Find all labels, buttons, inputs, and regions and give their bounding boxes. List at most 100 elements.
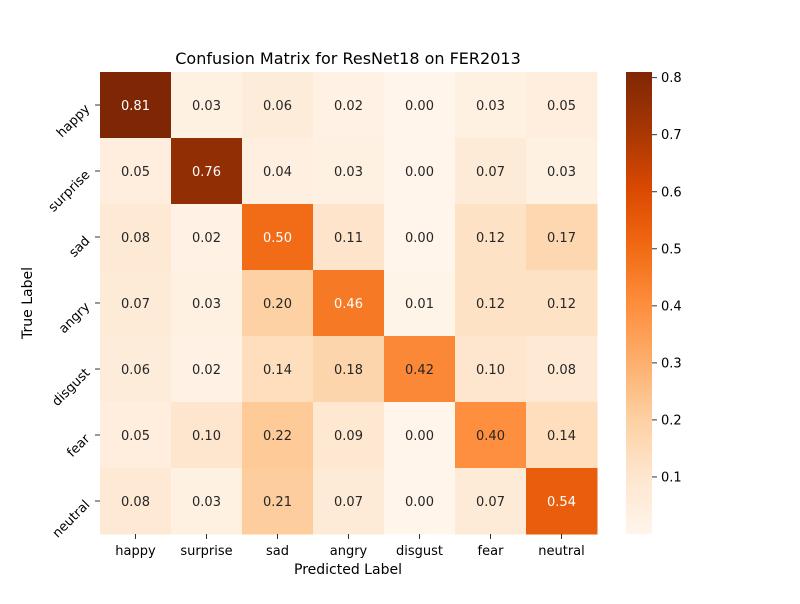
cell-label-3-1: 0.03 [192, 297, 221, 312]
x-tick-label-happy: happy [115, 544, 156, 559]
heatmap-cell-6-5 [455, 468, 527, 535]
cell-label-4-0: 0.06 [121, 363, 150, 378]
x-tick-label-neutral: neutral [538, 544, 585, 559]
cell-label-0-0: 0.81 [121, 99, 150, 114]
heatmap-cell-5-0 [100, 402, 172, 469]
heatmap-cell-4-4 [384, 336, 456, 403]
cell-label-1-1: 0.76 [192, 165, 221, 180]
cell-label-5-5: 0.40 [476, 429, 505, 444]
heatmap-cell-6-1 [171, 468, 243, 535]
heatmap-cell-4-2 [242, 336, 314, 403]
cell-label-5-2: 0.22 [263, 429, 292, 444]
heatmap-cell-5-5 [455, 402, 527, 469]
x-tick-label-angry: angry [330, 544, 368, 559]
cell-label-4-5: 0.10 [476, 363, 505, 378]
heatmap-cell-4-1 [171, 336, 243, 403]
heatmap-cell-6-4 [384, 468, 456, 535]
cell-label-5-4: 0.00 [405, 429, 434, 444]
heatmap-cell-2-5 [455, 204, 527, 271]
colorbar-tick-label-0: 0.1 [661, 470, 682, 485]
heatmap-cell-3-6 [526, 270, 598, 337]
heatmap-cell-0-2 [242, 72, 314, 139]
x-tick-label-fear: fear [478, 544, 505, 559]
x-tick-label-disgust: disgust [396, 544, 443, 559]
cell-label-4-6: 0.08 [547, 363, 576, 378]
heatmap-cell-1-0 [100, 138, 172, 205]
x-tick-label-surprise: surprise [180, 544, 232, 559]
cell-label-6-4: 0.00 [405, 495, 434, 510]
heatmap-cell-3-2 [242, 270, 314, 337]
heatmap-cell-3-1 [171, 270, 243, 337]
heatmap-cell-3-3 [313, 270, 385, 337]
heatmap-cell-0-5 [455, 72, 527, 139]
heatmap-cell-6-2 [242, 468, 314, 535]
cell-label-0-2: 0.06 [263, 99, 292, 114]
cell-label-0-4: 0.00 [405, 99, 434, 114]
cell-label-1-0: 0.05 [121, 165, 150, 180]
chart-title: Confusion Matrix for ResNet18 on FER2013 [175, 49, 521, 68]
heatmap-cell-1-2 [242, 138, 314, 205]
cell-label-3-6: 0.12 [547, 297, 576, 312]
heatmap-cell-4-5 [455, 336, 527, 403]
cell-label-3-2: 0.20 [263, 297, 292, 312]
heatmap-cell-5-4 [384, 402, 456, 469]
heatmap-cell-1-5 [455, 138, 527, 205]
cell-label-5-0: 0.05 [121, 429, 150, 444]
heatmap-cell-6-3 [313, 468, 385, 535]
heatmap-cell-1-4 [384, 138, 456, 205]
cell-label-3-3: 0.46 [334, 297, 363, 312]
colorbar-tick-label-7: 0.8 [661, 71, 682, 86]
cell-label-4-3: 0.18 [334, 363, 363, 378]
y-tick-label-disgust: disgust [49, 366, 93, 410]
cell-label-3-0: 0.07 [121, 297, 150, 312]
cell-label-6-6: 0.54 [547, 495, 576, 510]
colorbar-tick-label-1: 0.2 [661, 413, 682, 428]
heatmap-cell-0-4 [384, 72, 456, 139]
y-tick-label-happy: happy [54, 101, 93, 140]
x-axis-label: Predicted Label [294, 562, 402, 578]
cell-label-5-3: 0.09 [334, 429, 363, 444]
cell-label-1-3: 0.03 [334, 165, 363, 180]
heatmap-cell-4-3 [313, 336, 385, 403]
heatmap-cell-2-4 [384, 204, 456, 271]
cell-label-2-3: 0.11 [334, 231, 363, 246]
heatmap-cell-4-6 [526, 336, 598, 403]
heatmap-cell-6-0 [100, 468, 172, 535]
heatmap-cell-3-4 [384, 270, 456, 337]
heatmap-cell-2-0 [100, 204, 172, 271]
cell-label-1-6: 0.03 [547, 165, 576, 180]
cell-label-3-5: 0.12 [476, 297, 505, 312]
heatmap-cell-1-6 [526, 138, 598, 205]
heatmap-cell-3-5 [455, 270, 527, 337]
cell-label-2-0: 0.08 [121, 231, 150, 246]
cell-label-0-1: 0.03 [192, 99, 221, 114]
y-axis-label: True Label [20, 267, 36, 340]
heatmap-cell-1-1 [171, 138, 243, 205]
heatmap-cell-2-2 [242, 204, 314, 271]
heatmap-cell-3-0 [100, 270, 172, 337]
colorbar-gradient [626, 72, 652, 534]
y-tick-label-neutral: neutral [50, 498, 93, 541]
cell-label-1-4: 0.00 [405, 165, 434, 180]
heatmap-cell-1-3 [313, 138, 385, 205]
cell-label-0-5: 0.03 [476, 99, 505, 114]
colorbar-tick-label-5: 0.6 [661, 185, 682, 200]
cell-label-5-6: 0.14 [547, 429, 576, 444]
colorbar-tick-label-6: 0.7 [661, 128, 682, 143]
heatmap-cell-5-6 [526, 402, 598, 469]
heatmap-cells [100, 72, 598, 535]
heatmap-cell-0-1 [171, 72, 243, 139]
cell-label-2-2: 0.50 [263, 231, 292, 246]
x-tick-label-sad: sad [266, 544, 289, 559]
heatmap-cell-0-6 [526, 72, 598, 139]
heatmap-cell-2-3 [313, 204, 385, 271]
y-tick-label-sad: sad [66, 234, 93, 261]
cell-label-1-2: 0.04 [263, 165, 292, 180]
heatmap-cell-2-1 [171, 204, 243, 271]
y-tick-label-fear: fear [64, 431, 93, 460]
colorbar-tick-label-4: 0.5 [661, 242, 682, 257]
cell-label-6-1: 0.03 [192, 495, 221, 510]
colorbar-tick-label-2: 0.3 [661, 356, 682, 371]
